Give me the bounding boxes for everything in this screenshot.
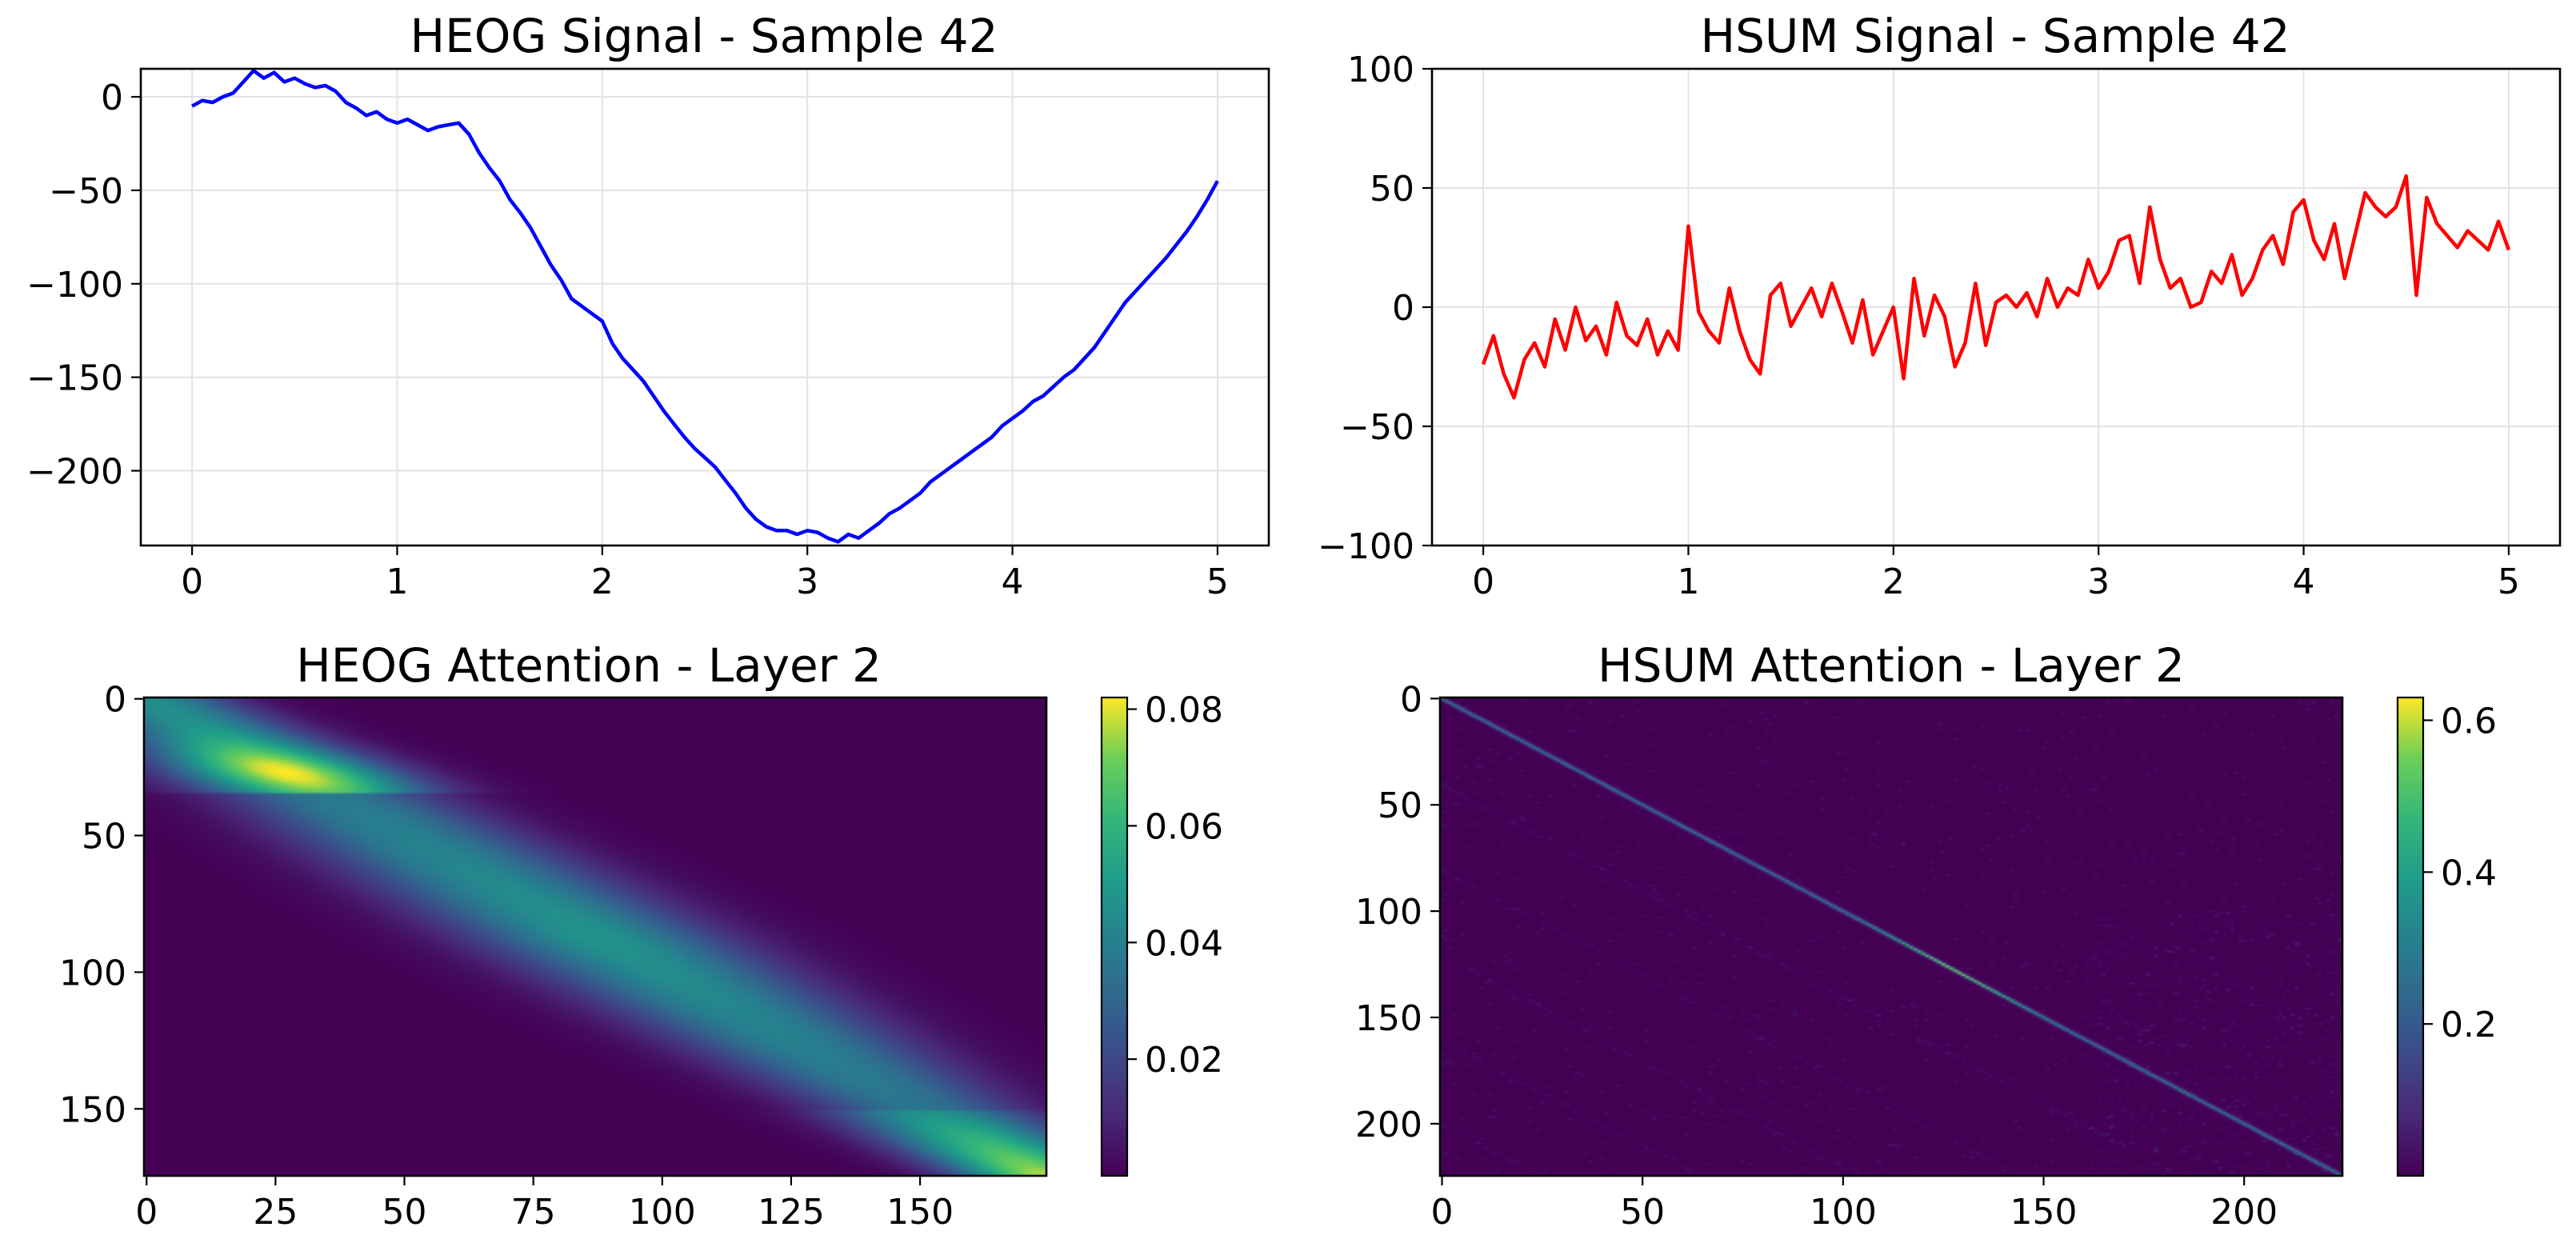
hsum-attention-y-tick-label: 0	[1400, 679, 1422, 720]
hsum-signal-x-tick-label: 3	[2087, 562, 2110, 602]
hsum-signal-x-tick-label: 1	[1677, 562, 1699, 602]
heog-attention-x-tick-label: 100	[629, 1192, 696, 1233]
heog-attention-colorbar-ticks: 0.02 0.04 0.06 0.08	[1127, 690, 1223, 1081]
heog-signal-title: HEOG Signal - Sample 42	[410, 9, 998, 63]
hsum-signal-x-tick-label: 5	[2498, 562, 2520, 602]
hsum-attention-x-tick-label: 0	[1431, 1192, 1454, 1233]
heog-attention-heatmap	[144, 697, 1046, 1176]
hsum-attention-colorbar-tick-label: 0.2	[2441, 1005, 2497, 1045]
heog-attention-y-tick-label: 0	[104, 680, 126, 721]
hsum-attention-y-tick-label: 150	[1355, 998, 1422, 1039]
hsum-signal-x-tick-label: 4	[2293, 562, 2315, 602]
heog-attention-y-tick-label: 50	[82, 817, 126, 857]
hsum-attention-y-ticks: 0 50 100 150 200	[1355, 679, 1440, 1145]
hsum-signal-y-tick-label: −50	[1340, 407, 1414, 448]
hsum-attention-title: HSUM Attention - Layer 2	[1598, 638, 2185, 693]
hsum-attention-colorbar-tick-label: 0.6	[2441, 701, 2497, 741]
heog-signal-y-tick-label: −200	[26, 452, 123, 493]
hsum-attention-x-tick-label: 100	[1810, 1192, 1877, 1233]
hsum-signal-y-tick-label: 100	[1347, 50, 1414, 90]
heog-signal-x-tick-label: 5	[1206, 562, 1229, 602]
hsum-attention-panel: HSUM Attention - Layer 2 0 50 100 150 200 0 5…	[1355, 638, 2497, 1233]
hsum-signal-panel: HSUM Signal - Sample 42 0 1 2 3 4 5 100 50 0 −50…	[1318, 9, 2562, 602]
heog-attention-title: HEOG Attention - Layer 2	[296, 638, 882, 693]
heog-signal-x-tick-label: 4	[1002, 562, 1024, 602]
hsum-signal-y-tick-label: 50	[1370, 169, 1414, 210]
heog-signal-axes	[139, 67, 1270, 547]
heog-attention-colorbar-tick-label: 0.08	[1145, 690, 1223, 731]
hsum-attention-x-tick-label: 150	[2010, 1192, 2078, 1233]
heog-attention-x-tick-label: 25	[253, 1192, 298, 1233]
hsum-signal-x-tick-label: 0	[1472, 562, 1494, 602]
heog-attention-x-tick-label: 125	[758, 1192, 825, 1233]
heog-attention-y-tick-label: 150	[59, 1089, 126, 1130]
hsum-attention-heatmap	[1440, 697, 2342, 1176]
hsum-attention-x-ticks: 0 50 100 150 200	[1431, 1176, 2278, 1233]
heog-attention-x-tick-label: 50	[382, 1192, 427, 1233]
hsum-attention-colorbar-tick-label: 0.4	[2441, 853, 2497, 893]
heog-signal-x-tick-label: 1	[386, 562, 408, 602]
hsum-signal-title: HSUM Signal - Sample 42	[1700, 9, 2290, 63]
heog-attention-y-ticks: 0 50 100 150	[59, 680, 144, 1130]
hsum-attention-colorbar-ticks: 0.2 0.4 0.6	[2423, 701, 2497, 1045]
heog-attention-panel: HEOG Attention - Layer 2 0 25 50 75 100 125 15…	[59, 638, 1223, 1233]
heog-signal-y-tick-label: −100	[26, 265, 123, 306]
heog-signal-x-tick-label: 2	[591, 562, 614, 602]
hsum-attention-x-tick-label: 200	[2210, 1192, 2278, 1233]
heog-attention-y-tick-label: 100	[59, 953, 126, 993]
heog-signal-line	[191, 69, 1219, 544]
heog-attention-colorbar-tick-label: 0.02	[1145, 1040, 1223, 1081]
heog-attention-x-tick-label: 75	[511, 1192, 556, 1233]
heog-signal-panel: HEOG Signal - Sample 42 0 1 2 3 4 5 0 −50 −100 −…	[26, 9, 1270, 602]
hsum-attention-y-tick-label: 50	[1378, 785, 1422, 826]
hsum-attention-y-tick-label: 200	[1355, 1105, 1422, 1145]
heog-attention-colorbar	[1100, 696, 1129, 1177]
heog-signal-x-tick-label: 3	[796, 562, 818, 602]
heog-signal-x-tick-label: 0	[181, 562, 203, 602]
heog-attention-colorbar-tick-label: 0.04	[1145, 923, 1223, 964]
heog-signal-y-tick-label: −50	[49, 171, 123, 212]
hsum-signal-y-ticks: 100 50 0 −50 −100	[1318, 50, 1432, 567]
heog-signal-x-ticks: 0 1 2 3 4 5	[181, 546, 1229, 602]
heog-signal-y-tick-label: −150	[26, 358, 123, 399]
hsum-signal-x-tick-label: 2	[1882, 562, 1905, 602]
heog-signal-y-ticks: 0 −50 −100 −150 −200	[26, 78, 141, 493]
heog-attention-x-tick-label: 150	[886, 1192, 954, 1233]
hsum-signal-x-ticks: 0 1 2 3 4 5	[1472, 546, 2520, 602]
hsum-attention-y-tick-label: 100	[1355, 892, 1422, 933]
heog-signal-grid	[141, 69, 1269, 546]
heog-attention-x-tick-label: 0	[135, 1192, 158, 1233]
hsum-signal-y-tick-label: −100	[1318, 526, 1414, 567]
heog-signal-y-tick-label: 0	[101, 78, 123, 118]
hsum-signal-line	[1481, 174, 2511, 400]
heog-attention-x-ticks: 0 25 50 75 100 125 150	[135, 1176, 954, 1233]
hsum-signal-y-tick-label: 0	[1392, 288, 1414, 329]
hsum-attention-axes	[1438, 696, 2344, 1177]
hsum-attention-colorbar	[2396, 696, 2425, 1177]
heog-attention-axes	[142, 696, 1048, 1177]
heog-attention-colorbar-tick-label: 0.06	[1145, 806, 1223, 847]
hsum-attention-x-tick-label: 50	[1620, 1192, 1665, 1233]
